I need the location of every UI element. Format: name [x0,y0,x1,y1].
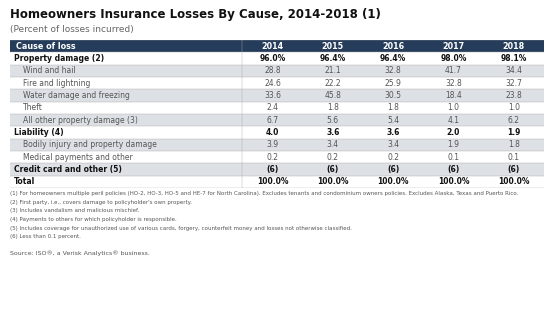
Text: (2) First party, i.e., covers damage to policyholder's own property.: (2) First party, i.e., covers damage to … [10,200,192,205]
Text: 34.4: 34.4 [505,66,522,75]
Text: 4.1: 4.1 [448,116,459,125]
Text: 96.0%: 96.0% [259,54,285,63]
Bar [10,77,544,89]
Text: 6.7: 6.7 [266,116,279,125]
Text: 1.8: 1.8 [387,103,399,112]
Text: Water damage and freezing: Water damage and freezing [23,91,130,100]
Text: 4.0: 4.0 [266,128,279,137]
Text: (6): (6) [507,165,520,174]
Text: 32.7: 32.7 [505,79,522,88]
Text: 96.4%: 96.4% [320,54,346,63]
Text: All other property damage (3): All other property damage (3) [23,116,138,125]
Text: 98.1%: 98.1% [501,54,527,63]
Text: 5.6: 5.6 [327,116,339,125]
Text: (6): (6) [448,165,460,174]
Text: Wind and hail: Wind and hail [23,66,76,75]
Text: 2017: 2017 [443,42,465,51]
Text: 3.4: 3.4 [327,140,339,149]
Text: 2018: 2018 [502,42,525,51]
Text: 98.0%: 98.0% [440,54,466,63]
Text: Medical payments and other: Medical payments and other [23,153,133,162]
Text: 100.0%: 100.0% [498,177,530,186]
Text: 5.4: 5.4 [387,116,399,125]
Text: 2.4: 2.4 [266,103,279,112]
Text: Property damage (2): Property damage (2) [14,54,104,63]
Bar [10,89,544,102]
Text: 33.6: 33.6 [264,91,281,100]
Bar [10,52,544,65]
Text: (Percent of losses incurred): (Percent of losses incurred) [10,25,134,34]
Text: 45.8: 45.8 [324,91,341,100]
Bar [10,151,544,163]
Text: 100.0%: 100.0% [438,177,469,186]
Text: (3) Includes vandalism and malicious mischief.: (3) Includes vandalism and malicious mis… [10,208,140,213]
Text: 1.9: 1.9 [448,140,459,149]
Bar [10,163,544,176]
Text: 100.0%: 100.0% [377,177,409,186]
Text: (6): (6) [327,165,339,174]
Text: (6): (6) [387,165,399,174]
Text: 22.2: 22.2 [325,79,341,88]
Text: (5) Includes coverage for unauthorized use of various cards, forgery, counterfei: (5) Includes coverage for unauthorized u… [10,226,352,231]
Text: 32.8: 32.8 [385,66,402,75]
Text: Fire and lightning: Fire and lightning [23,79,91,88]
Text: 23.8: 23.8 [505,91,522,100]
Bar [10,40,544,52]
Text: Total: Total [14,177,35,186]
Text: 2014: 2014 [261,42,284,51]
Text: (1) For homeowners multiple peril policies (HO-2, HO-3, HO-5 and HE-7 for North : (1) For homeowners multiple peril polici… [10,191,519,196]
Text: 25.9: 25.9 [384,79,402,88]
Bar [10,114,544,126]
Text: 1.8: 1.8 [508,140,520,149]
Text: 2.0: 2.0 [447,128,460,137]
Text: 0.2: 0.2 [327,153,339,162]
Text: 3.9: 3.9 [266,140,279,149]
Text: 41.7: 41.7 [445,66,462,75]
Text: (6): (6) [266,165,279,174]
Text: (4) Payments to others for which policyholder is responsible.: (4) Payments to others for which policyh… [10,217,177,222]
Text: 1.0: 1.0 [508,103,520,112]
Text: 18.4: 18.4 [445,91,462,100]
Text: 96.4%: 96.4% [380,54,406,63]
Text: (6) Less than 0.1 percent.: (6) Less than 0.1 percent. [10,234,81,239]
Text: 28.8: 28.8 [264,66,281,75]
Bar [10,102,544,114]
Text: 2015: 2015 [322,42,344,51]
Text: Bodily injury and property damage: Bodily injury and property damage [23,140,157,149]
Text: 3.6: 3.6 [387,128,400,137]
Bar [10,65,544,77]
Text: 0.2: 0.2 [387,153,399,162]
Text: 24.6: 24.6 [264,79,281,88]
Text: Cause of loss: Cause of loss [17,42,76,51]
Bar [10,126,544,139]
Text: Credit card and other (5): Credit card and other (5) [14,165,122,174]
Text: Homeowners Insurance Losses By Cause, 2014-2018 (1): Homeowners Insurance Losses By Cause, 20… [10,8,381,21]
Text: 2016: 2016 [382,42,404,51]
Text: 6.2: 6.2 [508,116,520,125]
Text: Source: ISO®, a Verisk Analytics® business.: Source: ISO®, a Verisk Analytics® busine… [10,250,150,256]
Text: 1.8: 1.8 [327,103,338,112]
Text: 1.9: 1.9 [507,128,521,137]
Text: 21.1: 21.1 [325,66,341,75]
Text: 3.6: 3.6 [326,128,340,137]
Text: 100.0%: 100.0% [317,177,348,186]
Text: Liability (4): Liability (4) [14,128,64,137]
Bar [10,176,544,188]
Bar [10,139,544,151]
Text: 1.0: 1.0 [448,103,459,112]
Text: 0.1: 0.1 [448,153,459,162]
Text: 100.0%: 100.0% [257,177,288,186]
Text: 32.8: 32.8 [445,79,462,88]
Text: 0.1: 0.1 [508,153,520,162]
Text: Theft: Theft [23,103,43,112]
Text: 30.5: 30.5 [384,91,402,100]
Text: 3.4: 3.4 [387,140,399,149]
Text: 0.2: 0.2 [266,153,279,162]
